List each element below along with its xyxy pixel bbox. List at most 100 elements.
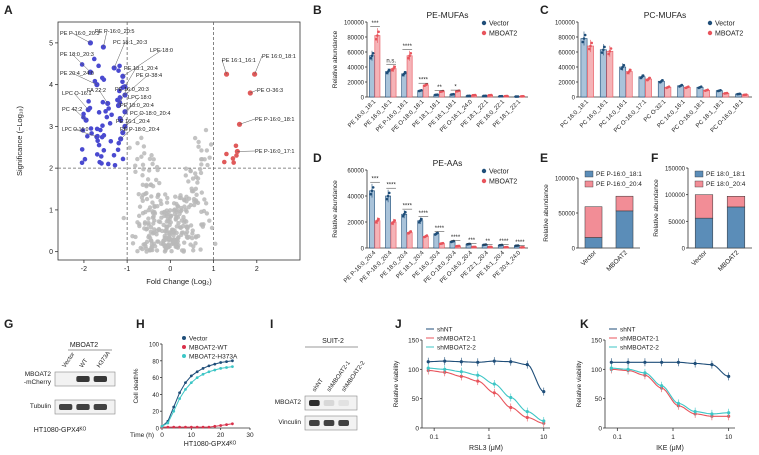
grey-point <box>142 226 147 231</box>
bar-vector <box>417 220 424 249</box>
grey-point <box>133 234 138 240</box>
bar-dot <box>500 94 504 98</box>
panel-f-stacked: 0 50000 100000 150000 Vector MBOAT2 Relative a… <box>653 167 752 273</box>
bar-y-label: Relative abundance <box>332 180 339 238</box>
grey-point <box>151 230 157 235</box>
h-series-point <box>195 370 199 374</box>
grey-point <box>196 139 201 145</box>
grey-point <box>164 230 169 236</box>
bar-vector <box>619 66 627 98</box>
bar-mboat2 <box>625 71 633 98</box>
grey-point <box>169 249 174 254</box>
panel-letter-B: B <box>313 3 322 17</box>
leader-line <box>250 89 258 94</box>
bar-dot <box>699 85 703 88</box>
panel-letter-J: J <box>395 317 402 331</box>
grey-point <box>179 205 184 211</box>
grey-point <box>157 180 162 186</box>
blot-lane-label: WT <box>79 358 89 369</box>
down-point <box>116 140 122 146</box>
volcano-point-label: LPC O-16:0 <box>62 127 89 133</box>
grey-point <box>141 166 146 172</box>
dose-point <box>693 409 697 414</box>
stack-category-label: MBOAT2 <box>717 249 741 273</box>
bar-dot <box>377 217 380 221</box>
volcano-y-tick-label: 5 <box>49 40 53 47</box>
grey-point <box>135 220 140 225</box>
grey-point <box>204 211 210 216</box>
bar-dot <box>600 51 604 54</box>
volcano-x-tick-label: -2 <box>81 266 87 273</box>
volcano-y-tick-label: 2 <box>49 166 53 173</box>
h-y-tick-label: 0 <box>156 427 160 433</box>
grey-point <box>202 197 207 202</box>
volcano-point-label: LPC 18:0 <box>128 95 151 101</box>
dose-x-tick-label: 1 <box>671 434 675 441</box>
grey-point <box>135 156 140 162</box>
grey-point <box>157 219 163 225</box>
bar-dot <box>680 83 684 87</box>
blot-row-label: -mCherry <box>24 379 52 386</box>
significance-label: **** <box>403 204 413 210</box>
significance-label: **** <box>419 211 429 217</box>
dose-point <box>626 360 630 364</box>
down-point <box>120 156 126 162</box>
legend-label: MBOAT2-H373A <box>189 354 238 361</box>
grey-point <box>195 180 200 185</box>
grey-point <box>213 241 218 247</box>
grey-point <box>209 225 215 231</box>
leader-line <box>221 59 227 75</box>
grey-point <box>150 161 155 167</box>
grey-point <box>177 211 182 217</box>
bar-dot <box>452 92 455 96</box>
h-series-point <box>225 366 228 369</box>
bar-mboat2 <box>606 50 614 98</box>
bar-mboat2 <box>406 55 413 98</box>
grey-point <box>178 193 183 198</box>
h-x-tick-label: 10 <box>188 432 196 439</box>
significance-label: **** <box>386 183 396 189</box>
dose-point <box>459 374 463 378</box>
stack-F-y-tick-label: 0 <box>682 247 686 253</box>
down-point <box>88 126 94 131</box>
down-point <box>96 63 101 69</box>
blot-row-label: Vinculin <box>278 419 301 426</box>
bar-B-y-tick-label: 80000 <box>347 36 364 42</box>
grey-point <box>133 163 138 168</box>
bar-dot <box>425 82 429 86</box>
grey-point <box>189 235 195 241</box>
dose-curve <box>611 367 729 415</box>
dose-curve <box>611 368 729 417</box>
panel-e-stacked: 0 50000 100000 Vector MBOAT2 Relative abundan… <box>543 170 642 273</box>
grey-point <box>193 174 199 180</box>
bar-dot <box>641 74 645 77</box>
bar-B-y-tick-label: 100000 <box>344 21 365 27</box>
dose-x-tick-label: 0.1 <box>613 434 622 441</box>
leader-line <box>71 32 91 44</box>
grey-point <box>173 194 178 199</box>
grey-point <box>174 208 180 213</box>
grey-point <box>190 231 195 236</box>
dose-J-y-tick-label: 50 <box>412 396 420 403</box>
stacked-segment <box>615 210 634 249</box>
blot-band <box>338 400 349 406</box>
stack-F-y-tick-label: 100000 <box>665 193 686 199</box>
grey-point <box>202 157 207 162</box>
down-point <box>95 138 100 144</box>
panel-letter-G: G <box>4 317 13 331</box>
bar-C-y-tick-label: 40000 <box>558 66 575 72</box>
dose-point <box>710 363 714 367</box>
legend-label: MBOAT2 <box>715 31 743 38</box>
leader-line <box>124 67 137 87</box>
bar-dot <box>371 51 375 55</box>
bar-vector <box>369 55 375 98</box>
bar-dot <box>581 40 585 44</box>
volcano-point-label: PE P-16:0_17:1 <box>255 149 295 155</box>
grey-point <box>191 248 196 253</box>
grey-point <box>175 215 181 220</box>
bar-dot <box>629 68 632 72</box>
legend-dot <box>481 168 487 174</box>
stacked-segment <box>694 194 714 219</box>
h-series-point <box>207 370 211 374</box>
bar-dot <box>583 33 587 37</box>
